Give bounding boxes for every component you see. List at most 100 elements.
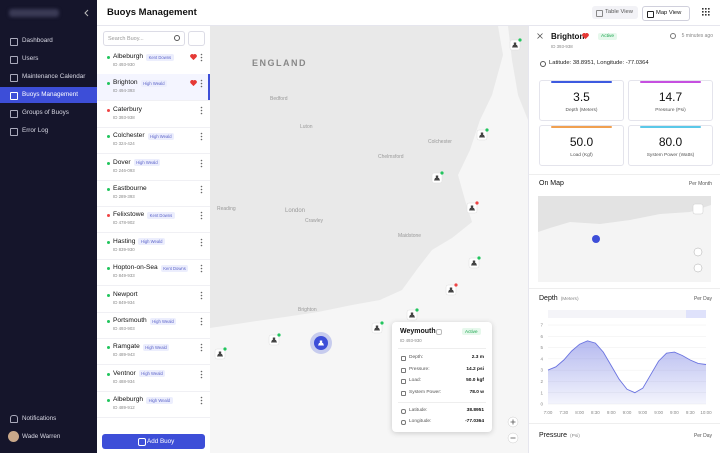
view-button[interactable]: Table View [592,6,638,19]
buoy-item[interactable]: Hasting High Weald ID 839-930 [97,233,210,260]
stat-value: 3.5 [573,90,590,104]
nav-item[interactable]: Error Log [0,123,97,139]
buoy-item[interactable]: Portsmouth High Weald ID 493-903 [97,312,210,339]
buoy-item[interactable]: Hopton-on-Sea Kent Downs ID 849-933 [97,259,210,287]
more-icon-part [200,188,203,191]
more-icon-part [200,297,203,299]
close-icon-part [537,33,543,39]
user[interactable]: Wade Warren [0,430,97,444]
status-dot [107,372,110,376]
search-icon [174,35,180,41]
grid-icon-part [702,14,704,16]
buoy-glyph [271,337,277,343]
map-label: Colchester [428,139,452,145]
favorites-button[interactable] [188,31,205,46]
map-label: ENGLAND [252,58,307,68]
nav-item[interactable]: Maintenance Calendar [0,69,97,85]
nav-icon [10,110,18,118]
buoy-name: Dover [113,158,131,166]
more-icon [200,185,203,194]
view-label: Map View [656,10,682,17]
nav-item[interactable]: Dashboard [0,33,97,49]
buoy-id: ID 488-934 [113,378,135,384]
buoy-tag: Kent Downs [146,53,174,61]
more-icon-part [200,138,203,141]
buoy-item[interactable]: Brighton High Weald ID 494-393 [97,74,210,102]
view-button[interactable]: Map View [642,6,690,21]
pressure-period[interactable]: Per Day [693,433,712,439]
depth-area [548,340,706,404]
buoy-tag: High Weald [146,396,173,404]
notifications[interactable]: Notifications [0,412,97,426]
buoy-item[interactable]: Ventnor High Weald ID 488-934 [97,365,210,392]
logo [9,9,59,17]
buoy-item[interactable]: Colchester High Weald ID 324-424 [97,127,210,155]
nav-item[interactable]: Groups of Buoys [0,105,97,121]
stat-value: 80.0 [658,135,683,149]
buoy-name: Felixstowe [113,211,145,219]
pressure-unit: (Psi) [570,433,580,439]
marker-status [477,256,481,260]
nav-item[interactable]: Users [0,51,97,67]
more-icon-part [200,350,203,352]
popup-heart [436,329,442,335]
stat-accent [640,81,701,83]
buoy-item[interactable]: Newport ID 849-934 [97,286,210,313]
more-icon [200,317,203,326]
buoy-item[interactable]: Dover High Weald ID 246-093 [97,154,210,181]
buoy-tag: High Weald [142,343,170,351]
collapse-icon [84,9,89,17]
nav-label: Error Log [22,127,49,134]
more-icon-part [200,291,203,293]
nav-item[interactable]: Buoys Management [0,87,97,103]
add-buoy-button[interactable]: Add Buoy [102,434,205,449]
more-icon-part [200,376,203,379]
buoy-item[interactable]: Felixstowe Kent Downs ID 478-902 [97,206,210,234]
on-map-period[interactable]: Per Month [688,181,712,187]
buoy-item[interactable]: Eastbourne ID 289-393 [97,180,210,207]
buoy-item[interactable]: Albeburgh Kent Downs ID 493-930 [97,48,210,75]
grid-icon-part [708,8,710,10]
status-dot [107,267,110,271]
buoy-tag: High Weald [138,238,165,246]
y-tick-label: 1 [540,390,543,395]
more-icon-part [200,53,203,56]
more-icon-part [200,83,203,85]
more-icon-part [200,132,203,135]
buoy-item[interactable]: Caterbury ID 393-938 [97,101,210,128]
more-icon-part [200,159,203,161]
marker-status [485,128,489,132]
popup-divider [398,402,486,403]
buoy-item[interactable]: Albeburgh High Weald ID 489-912 [97,391,210,419]
status-dot [107,320,110,323]
depth-period[interactable]: Per Day [693,296,712,302]
heart-icon [582,33,589,39]
buoy-item[interactable]: Ramgate High Weald ID 489-943 [97,338,210,366]
nav-label: Groups of Buoys [22,109,69,116]
search-input[interactable]: Search Buoy... [103,31,185,46]
more-icon [200,132,203,141]
buoy-tag: High Weald [149,317,177,325]
page-title: Buoys Management [107,7,197,18]
y-tick-label: 2 [540,379,543,384]
nav-icon [10,128,18,136]
y-tick-label: 4 [540,356,543,361]
detail-name: Brighton [551,32,585,41]
collapse-icon-part [84,9,89,17]
buoy-name: Brighton [113,79,138,87]
buoy-name: Caterbury [113,105,142,113]
buoy-id: ID 246-093 [113,167,135,173]
more-icon-part [200,56,203,59]
more-icon-part [200,399,203,402]
mini-fullscreen [692,203,704,215]
stat-value: 14.7 [658,90,683,104]
buoy-glyph [471,260,477,266]
section-divider [529,174,720,175]
more-icon-part [200,370,203,373]
grid-icon-part [702,11,704,13]
close-icon [537,33,543,39]
depth-title: Depth [539,295,558,302]
stat-label: Load (Kgf) [570,153,593,158]
map-label: Bedford [270,96,288,102]
map-label: Brighton [298,307,317,313]
